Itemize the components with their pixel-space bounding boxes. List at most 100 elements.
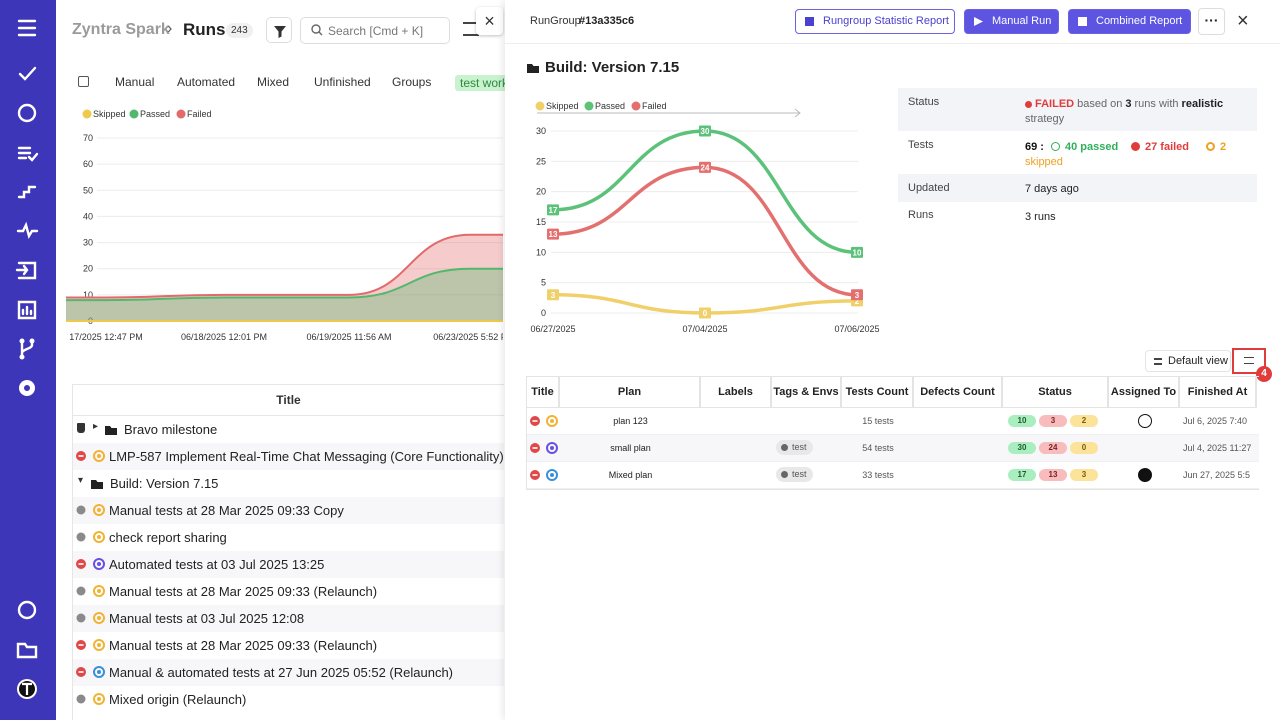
x-tick-label: 06/27/2025 (530, 324, 575, 334)
status-badge: 30 (1008, 442, 1036, 454)
y-tick-label: 0 (541, 308, 546, 318)
data-label: 3 (855, 291, 860, 300)
finished-at: Jul 6, 2025 7:40 (1183, 416, 1247, 426)
run-row[interactable]: LMP-587 Implement Real-Time Chat Messagi… (73, 443, 504, 470)
run-title: Build: Version 7.15 (110, 476, 218, 491)
column-header: Title (73, 385, 504, 416)
status-badge: 13 (1039, 469, 1067, 481)
tests-count: 33 tests (842, 470, 914, 480)
data-label: 30 (701, 127, 710, 136)
y-tick-label: 20 (536, 187, 546, 197)
manual-icon (92, 611, 106, 625)
data-label: 17 (549, 206, 558, 215)
mixed-icon (92, 665, 106, 679)
run-row[interactable]: Automated tests at 03 Jul 2025 13:25 (73, 551, 504, 578)
caret: ▸ (93, 421, 98, 432)
failed-icon (528, 441, 542, 455)
run-row[interactable]: ▾ Build: Version 7.15 (73, 470, 504, 497)
run-title: Manual & automated tests at 27 Jun 2025 … (109, 665, 453, 680)
pin-icon (77, 423, 85, 433)
data-label: 10 (853, 248, 862, 257)
core (97, 562, 101, 566)
caret: ▾ (78, 475, 83, 486)
dot (77, 695, 86, 704)
failed-icon (528, 468, 542, 482)
run-title: Manual tests at 28 Mar 2025 09:33 Copy (109, 503, 344, 518)
run-row[interactable]: Mixed origin (Relaunch) (73, 686, 504, 713)
group-chart: 05101520253006/27/202507/04/202507/06/20… (0, 0, 1280, 345)
plan-row[interactable]: plan 12315 tests1032Jul 6, 2025 7:40 (527, 408, 1259, 435)
failed-icon (74, 557, 88, 571)
run-title: Manual tests at 28 Mar 2025 09:33 (Relau… (109, 584, 377, 599)
view-label: Default view (1168, 355, 1228, 367)
assignee-avatar (1138, 468, 1152, 482)
folder (105, 426, 117, 435)
y-tick-label: 30 (536, 126, 546, 136)
status-badge: 3 (1070, 469, 1098, 481)
manual-icon (545, 414, 559, 428)
legend-label: Skipped (546, 101, 579, 111)
finished-at: Jul 4, 2025 11:27 (1183, 443, 1251, 453)
status-badge: 0 (1070, 442, 1098, 454)
gear (781, 471, 788, 478)
failed-icon (528, 414, 542, 428)
core (97, 589, 101, 593)
legend-dot (536, 102, 545, 111)
manual-icon (92, 692, 106, 706)
core (97, 454, 101, 458)
run-row[interactable]: Manual tests at 28 Mar 2025 09:33 (Relau… (73, 578, 504, 605)
dot (77, 614, 86, 623)
tag: test (776, 440, 813, 455)
core (97, 670, 101, 674)
column-header: Tags & Envs (772, 377, 842, 408)
column-header: Assigned To (1109, 377, 1180, 408)
tests-count: 54 tests (842, 443, 914, 453)
view-button[interactable]: Default view (1145, 350, 1231, 372)
runs-table: Title ▸ Bravo milestone LMP-587 Implement R… (72, 384, 504, 720)
status-badge: 24 (1039, 442, 1067, 454)
folder-icon (104, 423, 118, 437)
data-label: 3 (551, 291, 556, 300)
failed-icon (74, 665, 88, 679)
run-row[interactable]: ▸ Bravo milestone (73, 416, 504, 443)
failed-icon (74, 638, 88, 652)
run-row[interactable]: Manual tests at 28 Mar 2025 09:33 Copy (73, 497, 504, 524)
failed-icon (74, 449, 88, 463)
plan-row[interactable]: Mixed plantest33 tests17133Jun 27, 2025 … (527, 462, 1259, 489)
dot (77, 587, 86, 596)
none-icon (74, 611, 88, 625)
core (97, 616, 101, 620)
tests-count: 15 tests (842, 416, 914, 426)
run-title: Bravo milestone (124, 422, 217, 437)
core (550, 446, 554, 450)
y-tick-label: 15 (536, 217, 546, 227)
core (97, 697, 101, 701)
data-label: 24 (701, 163, 710, 172)
plan-row[interactable]: small plantest54 tests30240Jul 4, 2025 1… (527, 435, 1259, 462)
data-label: 13 (549, 230, 558, 239)
assignee-avatar (1138, 414, 1152, 428)
gear (781, 444, 788, 451)
run-row[interactable]: check report sharing (73, 524, 504, 551)
column-header: Labels (701, 377, 772, 408)
y-tick-label: 10 (536, 247, 546, 257)
core (97, 535, 101, 539)
run-title: check report sharing (109, 530, 227, 545)
x-tick-label: 07/06/2025 (834, 324, 879, 334)
status-badge: 10 (1008, 415, 1036, 427)
plans-table: TitlePlanLabelsTags & EnvsTests CountDef… (526, 376, 1259, 490)
run-row[interactable]: Manual tests at 03 Jul 2025 12:08 (73, 605, 504, 632)
automated-icon (545, 441, 559, 455)
data-label: 0 (703, 309, 708, 318)
column-header: Tests Count (842, 377, 914, 408)
plan-name: Mixed plan (560, 470, 701, 480)
run-row[interactable]: Manual tests at 28 Mar 2025 09:33 (Relau… (73, 632, 504, 659)
plan-name: plan 123 (560, 416, 701, 426)
status-badge: 3 (1039, 415, 1067, 427)
run-title: Manual tests at 28 Mar 2025 09:33 (Relau… (109, 638, 377, 653)
dot (77, 533, 86, 542)
run-row[interactable]: Manual & automated tests at 27 Jun 2025 … (73, 659, 504, 686)
column-header: Defects Count (914, 377, 1003, 408)
column-header: Plan (560, 377, 701, 408)
